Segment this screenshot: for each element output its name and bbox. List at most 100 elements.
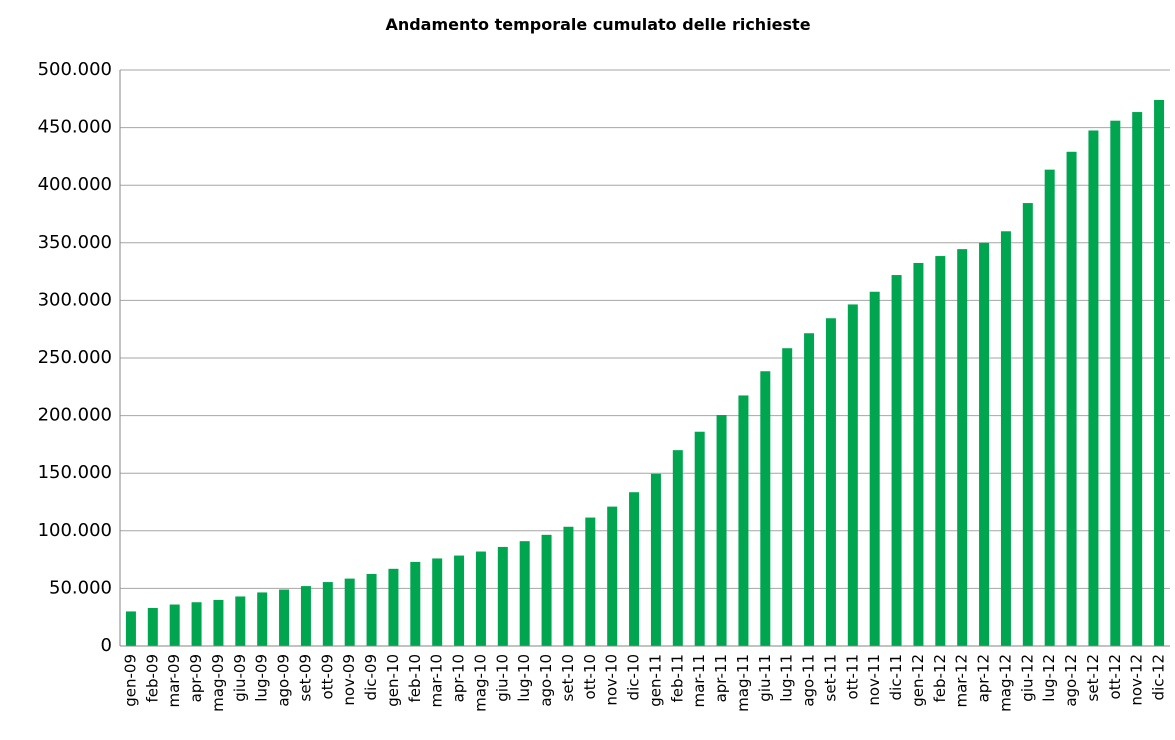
- bar: [694, 431, 705, 646]
- bar: [760, 371, 771, 646]
- bar: [585, 517, 596, 646]
- x-tick-label: feb-09: [143, 654, 161, 703]
- x-tick-label: mag-10: [471, 654, 489, 712]
- y-tick-label: 400.000: [38, 174, 112, 195]
- x-tick-label: feb-12: [931, 654, 949, 703]
- bar: [1044, 169, 1055, 646]
- bar: [1022, 203, 1033, 646]
- x-tick-label: gen-11: [646, 654, 664, 707]
- bar: [410, 561, 421, 646]
- x-tick-label: gen-12: [909, 654, 927, 707]
- x-tick-label: set-09: [296, 654, 314, 701]
- bar: [279, 589, 290, 646]
- bar: [541, 534, 552, 646]
- y-tick-label: 50.000: [49, 577, 112, 598]
- x-tick-label: apr-09: [187, 654, 205, 702]
- x-tick-label: mar-09: [165, 654, 183, 708]
- bar: [235, 596, 246, 646]
- bar: [475, 551, 486, 646]
- x-tick-label: feb-11: [668, 654, 686, 703]
- bar: [782, 348, 793, 646]
- x-tick-label: lug-09: [253, 654, 271, 702]
- bar: [913, 262, 924, 646]
- x-tick-label: ott-11: [843, 654, 861, 699]
- bar: [300, 586, 311, 646]
- x-tick-label: mag-11: [734, 654, 752, 712]
- bar: [935, 256, 946, 646]
- bar: [804, 333, 815, 646]
- y-tick-label: 450.000: [38, 117, 112, 138]
- x-tick-label: set-10: [559, 654, 577, 701]
- bar: [629, 492, 640, 646]
- x-tick-label: dic-09: [362, 654, 380, 700]
- chart-title: Andamento temporale cumulato delle richi…: [385, 15, 810, 34]
- y-tick-label: 250.000: [38, 347, 112, 368]
- x-tick-label: feb-10: [406, 654, 424, 703]
- bar: [213, 599, 224, 646]
- x-tick-label: ott-12: [1106, 654, 1124, 699]
- bar: [1154, 99, 1165, 646]
- x-tick-label: apr-12: [975, 654, 993, 702]
- x-tick-label: ott-09: [318, 654, 336, 699]
- x-tick-label: gen-09: [121, 654, 139, 707]
- bar: [366, 574, 377, 646]
- bar: [497, 546, 508, 646]
- x-tick-label: giu-09: [231, 654, 249, 702]
- bar: [825, 318, 836, 646]
- x-tick-label: dic-10: [625, 654, 643, 700]
- x-tick-label: gen-10: [384, 654, 402, 707]
- bar: [454, 555, 465, 646]
- x-tick-label: nov-12: [1128, 654, 1146, 706]
- x-tick-label: lug-11: [778, 654, 796, 702]
- x-tick-label: lug-10: [515, 654, 533, 702]
- x-tick-label: set-11: [821, 654, 839, 701]
- bar: [1088, 130, 1099, 647]
- x-tick-label: dic-11: [887, 654, 905, 700]
- bar: [716, 415, 727, 646]
- bar: [388, 568, 399, 646]
- bar: [672, 450, 683, 646]
- bar: [191, 602, 202, 646]
- y-tick-label: 500.000: [38, 59, 112, 80]
- y-tick-label: 300.000: [38, 289, 112, 310]
- x-tick-label: nov-10: [603, 654, 621, 706]
- y-tick-label: 100.000: [38, 520, 112, 541]
- x-tick-label: ago-11: [800, 654, 818, 707]
- x-tick-label: mag-09: [209, 654, 227, 712]
- bar: [257, 592, 268, 646]
- bar: [169, 604, 180, 646]
- bar: [957, 249, 968, 647]
- y-tick-label: 0: [101, 635, 112, 656]
- x-tick-label: apr-11: [712, 654, 730, 702]
- bar: [1132, 112, 1143, 647]
- bar: [607, 506, 618, 646]
- bar: [650, 473, 661, 646]
- bar: [847, 304, 858, 646]
- bar: [432, 558, 443, 646]
- bar: [979, 242, 990, 647]
- x-tick-label: nov-09: [340, 654, 358, 706]
- x-tick-label: lug-12: [1040, 654, 1058, 702]
- bar: [322, 582, 333, 646]
- x-tick-label: nov-11: [865, 654, 883, 706]
- bar: [869, 291, 880, 646]
- x-tick-label: ago-09: [275, 654, 293, 707]
- x-tick-label: mar-11: [690, 654, 708, 708]
- bar: [125, 611, 136, 646]
- x-tick-label: mar-10: [428, 654, 446, 708]
- x-tick-label: apr-10: [450, 654, 468, 702]
- x-tick-label: ott-10: [581, 654, 599, 699]
- y-tick-label: 200.000: [38, 405, 112, 426]
- bar: [738, 395, 749, 646]
- x-tick-label: giu-12: [1018, 654, 1036, 702]
- x-tick-label: giu-10: [493, 654, 511, 702]
- x-tick-label: mag-12: [996, 654, 1014, 712]
- x-tick-label: giu-11: [756, 654, 774, 702]
- bar: [519, 541, 530, 646]
- bar: [344, 578, 355, 646]
- x-tick-label: ago-10: [537, 654, 555, 707]
- bar: [1000, 231, 1011, 646]
- x-tick-label: dic-12: [1150, 654, 1168, 700]
- x-tick-label: set-12: [1084, 654, 1102, 701]
